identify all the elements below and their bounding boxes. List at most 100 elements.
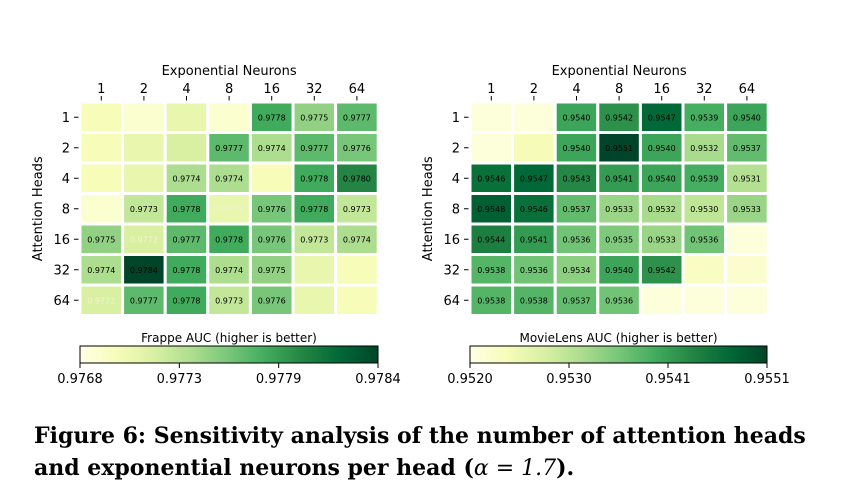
heatmap-cell	[596, 100, 642, 134]
heatmap-cell	[163, 253, 210, 287]
heatmap-cell	[121, 161, 167, 195]
cell-value-label: 0.9536	[520, 266, 548, 275]
cell-value-label: 0.9536	[605, 296, 633, 305]
heatmap-cell	[596, 283, 642, 317]
cell-value-label: 0.9530	[690, 205, 718, 214]
y-tick-label: 4	[452, 172, 460, 187]
heatmap-cell	[291, 253, 338, 287]
heatmap-cell	[334, 131, 380, 165]
heatmap-cell	[724, 283, 770, 317]
heatmap-cell	[724, 192, 770, 226]
cell-value-label: 0.9778	[300, 174, 328, 183]
heatmap-cell	[724, 161, 770, 195]
heatmap-cell	[511, 131, 557, 165]
heatmap-cell	[248, 161, 295, 195]
cell-value-label: 0.9777	[130, 296, 158, 305]
caption-text: Sensitivity analysis of the number of at…	[34, 423, 806, 481]
cell-value-label: 0.9542	[648, 266, 676, 275]
x-tick-label: 16	[263, 82, 280, 97]
cell-value-label: 0.9532	[690, 144, 718, 153]
cell-value-label: 0.9776	[258, 296, 286, 305]
heatmap-cell	[511, 100, 557, 134]
heatmap-cell	[291, 283, 338, 317]
cell-value-label: 0.9540	[648, 144, 676, 153]
cell-value-label: 0.9538	[477, 296, 505, 305]
heatmap-cell	[206, 100, 252, 134]
heatmap-cell	[163, 283, 210, 317]
cell-value-label: 0.9771	[215, 205, 243, 214]
x-tick-label: 2	[530, 82, 538, 97]
figure-caption: Figure 6: Sensitivity analysis of the nu…	[34, 420, 834, 485]
heatmap-cell	[724, 100, 770, 134]
y-tick-label: 2	[62, 141, 70, 156]
cell-value-label: 0.9537	[563, 296, 591, 305]
cell-value-label: 0.9540	[733, 113, 761, 122]
cell-value-label: 0.9540	[563, 144, 591, 153]
cell-value-label: 0.9774	[173, 174, 201, 183]
cell-value-label: 0.9539	[690, 113, 718, 122]
heatmap-cell	[248, 283, 295, 317]
cell-value-label: 0.9546	[477, 174, 505, 183]
heatmap-cell	[121, 283, 167, 317]
cell-value-label: 0.9777	[215, 144, 243, 153]
colorbar-tick-label: 0.9520	[447, 372, 493, 387]
cell-value-label: 0.9772	[87, 296, 115, 305]
cell-value-label: 0.9533	[605, 205, 633, 214]
y-tick-label: 16	[53, 233, 70, 248]
colorbar	[79, 345, 379, 364]
colorbar-tick-label: 0.9541	[645, 372, 691, 387]
cell-value-label: 0.9777	[173, 235, 201, 244]
y-tick-label: 32	[53, 263, 70, 278]
colorbar-tick-label: 0.9779	[256, 372, 302, 387]
y-tick-label: 8	[452, 202, 460, 217]
heatmap-cell	[596, 222, 642, 256]
heatmap-cell	[681, 283, 728, 317]
cell-value-label: 0.9778	[258, 113, 286, 122]
cell-value-label: 0.9537	[733, 144, 761, 153]
cell-value-label: 0.9533	[733, 205, 761, 214]
x-tick-label: 16	[653, 82, 670, 97]
movielens-heatmap-panel: Exponential Neurons 1 2 4 8 16 32 64 Attention H…	[421, 64, 790, 387]
heatmap-cell	[511, 161, 557, 195]
heatmap-cell	[334, 161, 380, 195]
heatmap-cell	[334, 283, 380, 317]
cell-value-label: 0.9546	[520, 205, 548, 214]
heatmap-cell	[724, 253, 770, 287]
heatmap-cell	[468, 283, 515, 317]
caption-figure-number: Figure 6:	[34, 423, 147, 449]
cell-value-label: 0.9773	[343, 205, 371, 214]
cell-value-label: 0.9778	[173, 266, 201, 275]
cell-value-label: 0.9774	[258, 144, 286, 153]
cell-value-label: 0.9531	[733, 174, 761, 183]
x-tick-label: 2	[140, 82, 148, 97]
y-tick-label: 1	[452, 111, 460, 126]
colorbar-tick-label: 0.9773	[157, 372, 203, 387]
cell-value-label: 0.9533	[648, 235, 676, 244]
caption-alpha: α = 1.7	[473, 456, 557, 481]
cell-value-label: 0.9774	[215, 174, 243, 183]
frappe-heatmap-panel: Exponential Neurons 1 2 4 8 16 32 64 Attention H…	[31, 64, 401, 387]
colorbar-tick-label: 0.9551	[744, 372, 790, 387]
colorbar-label: Frappe AUC (higher is better)	[141, 331, 317, 345]
cell-value-label: 0.9774	[343, 235, 371, 244]
heatmap-cell	[78, 161, 125, 195]
cell-value-label: 0.9774	[215, 266, 243, 275]
heatmap-cell	[206, 283, 252, 317]
cell-value-label: 0.9543	[563, 174, 591, 183]
heatmap-cell	[468, 100, 515, 134]
cell-value-label: 0.9540	[648, 174, 676, 183]
cell-value-label: 0.9536	[563, 235, 591, 244]
colorbar-tick-label: 0.9768	[57, 372, 103, 387]
heatmap-cell	[468, 131, 515, 165]
heatmap-cell	[121, 131, 167, 165]
cell-value-label: 0.9547	[648, 113, 676, 122]
cell-value-label: 0.9536	[690, 235, 718, 244]
x-tick-label: 1	[97, 82, 105, 97]
heatmap-cell	[638, 192, 685, 226]
cell-value-label: 0.9541	[520, 235, 548, 244]
heatmap-cell	[121, 192, 167, 226]
heatmap-cell	[163, 131, 210, 165]
heatmap-cell	[78, 131, 125, 165]
y-tick-label: 4	[62, 172, 70, 187]
cell-value-label: 0.9778	[173, 296, 201, 305]
